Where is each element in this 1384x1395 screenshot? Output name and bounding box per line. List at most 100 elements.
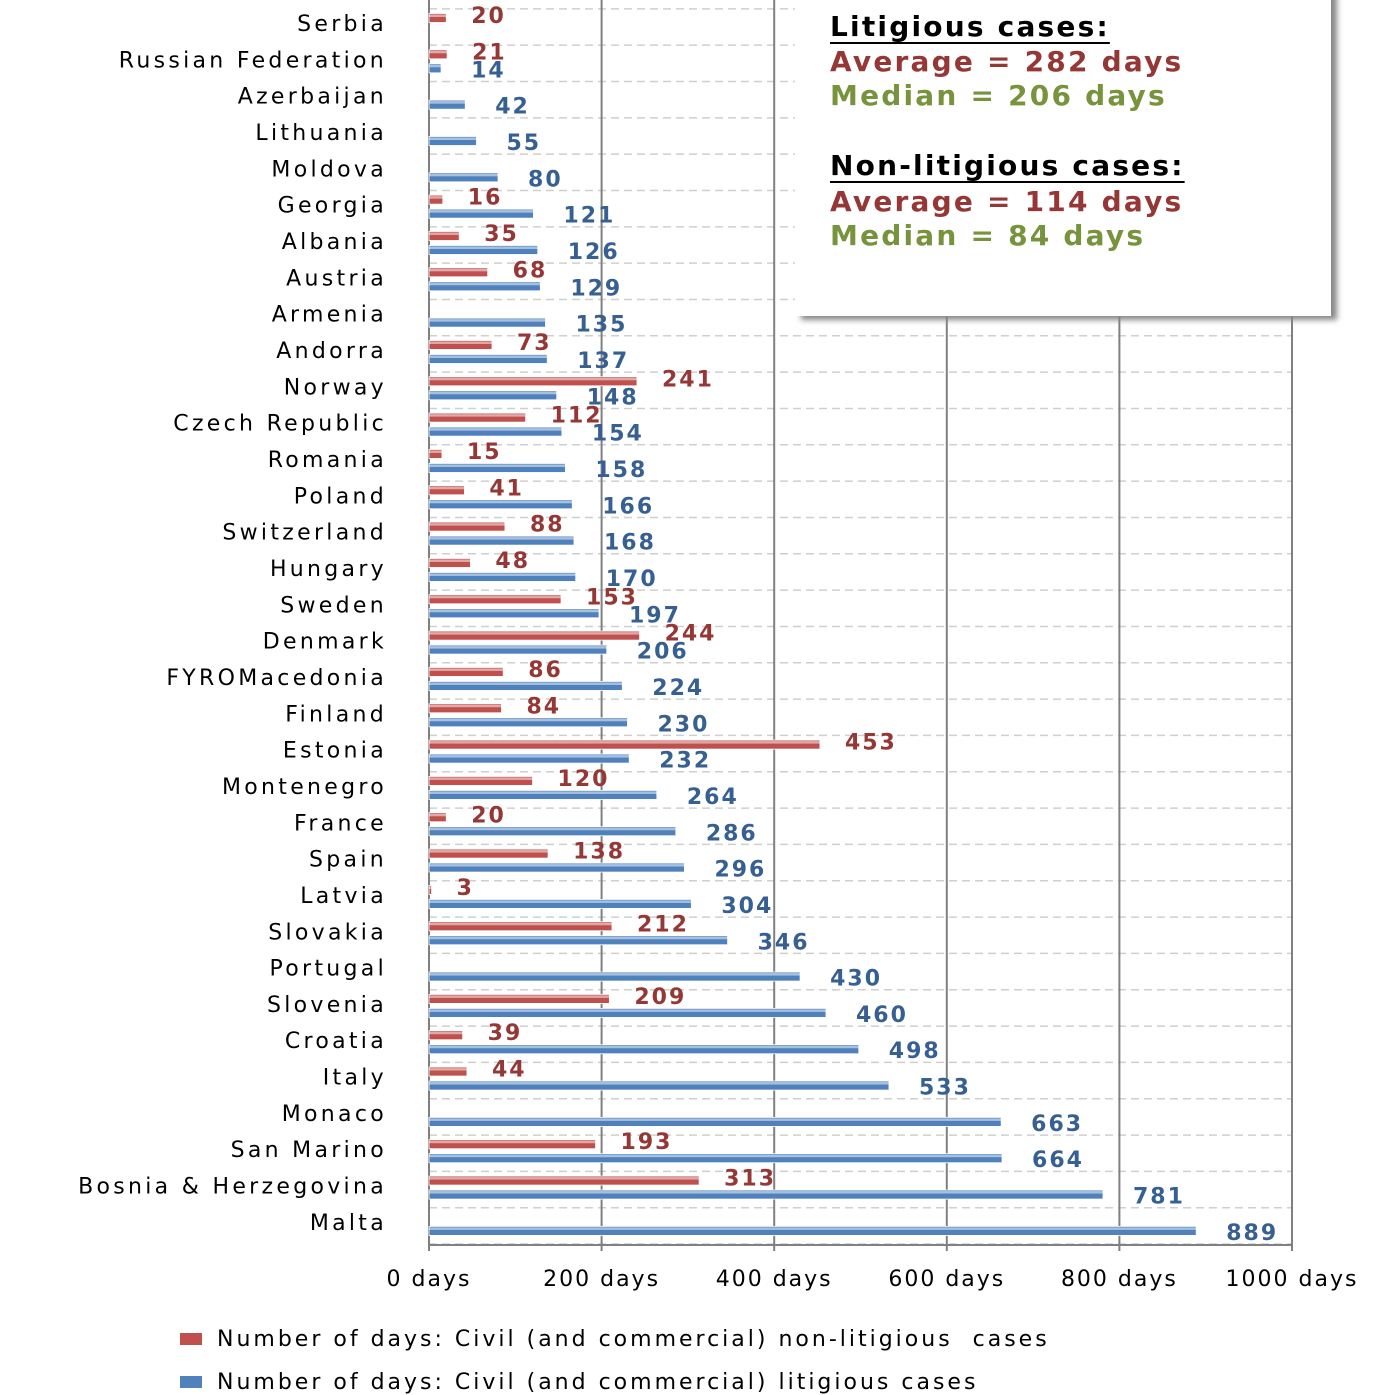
x-tick-label: 0 days [387,1267,472,1292]
bar [428,1117,1002,1127]
bar-highlight [429,668,504,671]
y-tick-label: Serbia [297,12,387,37]
bar [428,790,658,800]
bar-highlight [429,682,623,685]
bar-highlight [429,595,562,599]
value-label: 460 [856,1003,908,1028]
value-label: 209 [634,985,686,1010]
bar [428,1139,596,1150]
bar-highlight [429,1082,889,1085]
y-tick-label: Monaco [282,1102,387,1127]
value-label: 232 [659,749,711,774]
bar-highlight [429,559,471,562]
value-label: 533 [919,1076,971,1101]
y-tick-label: Switzerland [222,521,387,546]
y-tick-label: Estonia [283,739,387,764]
value-label: 16 [468,186,503,211]
y-tick-label: Norway [284,375,387,400]
bar-highlight [429,755,630,758]
value-label: 14 [471,58,506,83]
value-label: 148 [587,385,639,410]
value-label: 230 [657,712,709,737]
legend-label: Number of days: Civil (and commercial) l… [217,1370,978,1395]
value-label: 20 [471,4,506,29]
bar-highlight [429,864,685,867]
value-label: 346 [758,930,810,955]
bar-highlight [429,1068,467,1071]
legend-swatch [180,1333,202,1345]
bar [428,499,573,510]
bar-highlight [429,741,820,744]
y-tick-label: San Marino [231,1138,387,1163]
bar [428,412,527,423]
bar [428,739,821,750]
y-tick-label: Latvia [300,884,387,909]
bar [428,644,608,655]
bar [428,885,432,895]
bar [428,1175,700,1186]
bar [428,485,465,496]
value-label: 264 [687,785,739,810]
value-label: 197 [629,603,681,628]
value-label: 781 [1133,1185,1185,1210]
y-tick-label: Finland [285,702,387,727]
bar-highlight [429,537,574,540]
value-label: 154 [592,422,644,447]
bar [428,426,563,437]
bar [428,1225,1197,1236]
value-label: 126 [568,240,620,265]
annotation: Median = 206 days [830,79,1167,112]
value-label: 170 [606,567,658,592]
y-tick-label: Austria [286,266,387,291]
y-tick-label: Poland [294,484,387,509]
bar-highlight [429,609,600,613]
bar-highlight [429,1045,859,1049]
y-tick-label: Georgia [278,194,387,219]
bar-highlight [429,391,557,395]
bar [428,848,549,859]
y-tick-label: Hungary [270,557,387,582]
bar-highlight [429,14,447,17]
value-label: 453 [845,731,897,756]
value-label: 168 [604,531,656,556]
value-label: 286 [706,821,758,846]
value-label: 241 [662,367,714,392]
bar-highlight [429,827,676,831]
x-tick-label: 1000 days [1226,1267,1359,1292]
bar [428,935,728,946]
bar-highlight [429,173,499,177]
bar-highlight [429,486,465,490]
bar [428,630,640,641]
x-tick-label: 200 days [543,1267,660,1292]
bar [428,1189,1104,1200]
y-tick-label: Portugal [269,957,387,982]
bar-highlight [429,718,628,722]
y-tick-label: Bosnia & Herzegovina [78,1175,387,1200]
bar [428,449,443,459]
bar-highlight [429,1031,463,1035]
bar-highlight [429,377,637,381]
value-label: 84 [526,694,561,719]
bar [428,681,623,691]
annotation: Average = 114 days [830,185,1183,218]
bar [428,231,460,241]
value-label: 48 [495,549,530,574]
value-label: 889 [1226,1221,1278,1246]
bar-highlight [429,704,502,708]
y-tick-label: Russian Federation [119,48,387,73]
annotation-box [795,0,1331,316]
value-label: 193 [621,1130,673,1155]
value-label: 296 [714,858,766,883]
bar [428,1044,860,1055]
bar-highlight [429,50,448,54]
bar-highlight [429,196,443,199]
value-label: 55 [506,131,541,156]
bar [428,13,447,23]
bar [428,136,477,146]
y-tick-label: Croatia [285,1029,387,1054]
bar [428,1153,1003,1164]
bar [428,194,444,205]
bar-highlight [429,632,640,635]
bar-highlight [429,246,538,249]
bar-highlight [429,973,801,976]
